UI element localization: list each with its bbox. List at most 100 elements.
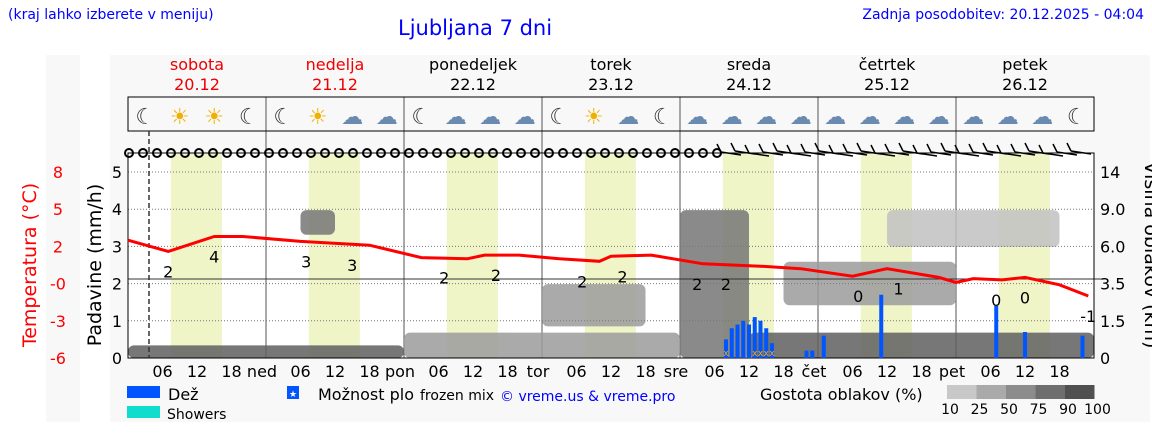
cloud-icon: ☁ bbox=[341, 105, 363, 130]
wind-barb-icon bbox=[842, 143, 868, 156]
wind-barb-icon bbox=[912, 144, 938, 157]
temperature-label: 0 bbox=[1020, 288, 1030, 307]
cloud-patch bbox=[887, 210, 1060, 247]
plot-frame bbox=[127, 152, 1095, 359]
x-tick: čet bbox=[802, 362, 827, 381]
calm-wind-icon bbox=[222, 148, 232, 158]
wind-barb-icon bbox=[758, 143, 784, 156]
density-tick: 100 bbox=[1084, 402, 1111, 418]
wind-barb-icon bbox=[744, 144, 770, 157]
wind-barb-icon bbox=[926, 143, 952, 156]
day-name: četrtek bbox=[859, 55, 917, 74]
temp-axis-label: Temperatura (°C) bbox=[19, 183, 41, 348]
x-tick: 12 bbox=[601, 362, 621, 381]
precip-bar bbox=[804, 350, 809, 358]
cloud-icon: ☁ bbox=[893, 105, 915, 130]
x-tick: 06 bbox=[704, 362, 724, 381]
calm-wind-icon bbox=[208, 148, 218, 158]
cloud-icon: ☁ bbox=[721, 105, 743, 130]
wind-barb-icon bbox=[1066, 142, 1092, 155]
x-tick: 06 bbox=[428, 362, 448, 381]
density-tick: 90 bbox=[1059, 402, 1077, 418]
x-tick: 18 bbox=[497, 362, 517, 381]
x-tick: 12 bbox=[463, 362, 483, 381]
cloud-icon: ☁ bbox=[962, 105, 984, 130]
cloud-height-tick: 0 bbox=[1100, 349, 1110, 368]
calm-wind-icon bbox=[250, 148, 260, 158]
cloud-icon: ☁ bbox=[1031, 105, 1053, 130]
temp-tick: 8 bbox=[53, 163, 63, 182]
calm-wind-icon bbox=[600, 148, 610, 158]
day-date: 21.12 bbox=[312, 75, 358, 94]
day-date: 24.12 bbox=[726, 75, 772, 94]
temperature-label: 2 bbox=[721, 275, 731, 294]
precip-bar bbox=[770, 343, 774, 358]
frozen-mix-mark: x bbox=[723, 349, 729, 359]
precip-bar bbox=[747, 324, 751, 358]
legend-cloud-density: Gostota oblakov (%) bbox=[760, 385, 923, 404]
precip-tick: 2 bbox=[112, 275, 122, 294]
precip-tick: 0 bbox=[112, 349, 122, 368]
wind-barb-icon bbox=[1038, 144, 1064, 157]
temp-tick: -3 bbox=[50, 312, 66, 331]
precip-axis-label: Padavine (mm/h) bbox=[84, 184, 106, 347]
cloud-icon: ☁ bbox=[997, 105, 1019, 130]
location-hint: (kraj lahko izberete v meniju) bbox=[8, 7, 214, 23]
x-tick: 18 bbox=[773, 362, 793, 381]
calm-wind-icon bbox=[628, 148, 638, 158]
wind-barb-icon bbox=[884, 143, 910, 156]
temperature-label: 2 bbox=[617, 267, 627, 286]
calm-wind-icon bbox=[558, 148, 568, 158]
cloud-icon: ☁ bbox=[928, 105, 950, 130]
legend-frozen-mix: frozen mix bbox=[420, 388, 494, 404]
calm-wind-icon bbox=[124, 148, 134, 158]
x-tick: 06 bbox=[842, 362, 862, 381]
last-updated: Zadnja posodobitev: 20.12.2025 - 04:04 bbox=[862, 7, 1144, 23]
calm-wind-icon bbox=[684, 148, 694, 158]
moon-snow-icon: ☾ bbox=[1067, 105, 1087, 130]
precip-bar bbox=[741, 320, 746, 358]
moon-icon: ☾ bbox=[549, 105, 569, 130]
calm-wind-icon bbox=[712, 148, 722, 158]
calm-wind-icon bbox=[614, 148, 624, 158]
calm-wind-icon bbox=[572, 148, 582, 158]
cloud-patch bbox=[128, 345, 404, 358]
density-tick: 50 bbox=[1000, 402, 1018, 418]
moon-icon: ☾ bbox=[273, 105, 293, 130]
calm-wind-icon bbox=[166, 148, 176, 158]
precip-bar bbox=[764, 328, 769, 358]
calm-wind-icon bbox=[530, 148, 540, 158]
x-tick: 06 bbox=[152, 362, 172, 381]
wind-barb-icon bbox=[786, 144, 812, 157]
calm-wind-icon bbox=[348, 148, 358, 158]
rain-swatch bbox=[127, 386, 160, 398]
precip-bar bbox=[724, 339, 728, 358]
density-swatch bbox=[976, 385, 1006, 399]
precip-bar bbox=[1023, 331, 1027, 358]
calm-wind-icon bbox=[138, 148, 148, 158]
calm-wind-icon bbox=[460, 148, 470, 158]
temperature-label: 2 bbox=[439, 269, 449, 288]
x-tick: 06 bbox=[566, 362, 586, 381]
x-tick: pet bbox=[939, 362, 965, 381]
snow-swatch bbox=[287, 386, 299, 399]
calm-wind-icon bbox=[586, 148, 596, 158]
density-tick: 10 bbox=[941, 402, 959, 418]
cloud-height-tick: 9.0 bbox=[1100, 200, 1125, 219]
x-tick: 18 bbox=[911, 362, 931, 381]
x-tick: sre bbox=[664, 362, 688, 381]
calm-wind-icon bbox=[292, 148, 302, 158]
calm-wind-icon bbox=[334, 148, 344, 158]
cloud-patch bbox=[404, 332, 680, 358]
calm-wind-icon bbox=[390, 148, 400, 158]
x-tick: 18 bbox=[221, 362, 241, 381]
precip-bar bbox=[879, 294, 884, 358]
x-tick: 18 bbox=[359, 362, 379, 381]
day-name: ponedeljek bbox=[429, 55, 518, 74]
wind-barb-icon bbox=[1010, 143, 1036, 156]
precip-bar bbox=[735, 324, 740, 358]
calm-wind-icon bbox=[642, 148, 652, 158]
sun-icon: ☀ bbox=[584, 105, 604, 130]
day-date: 23.12 bbox=[588, 75, 634, 94]
calm-wind-icon bbox=[488, 148, 498, 158]
